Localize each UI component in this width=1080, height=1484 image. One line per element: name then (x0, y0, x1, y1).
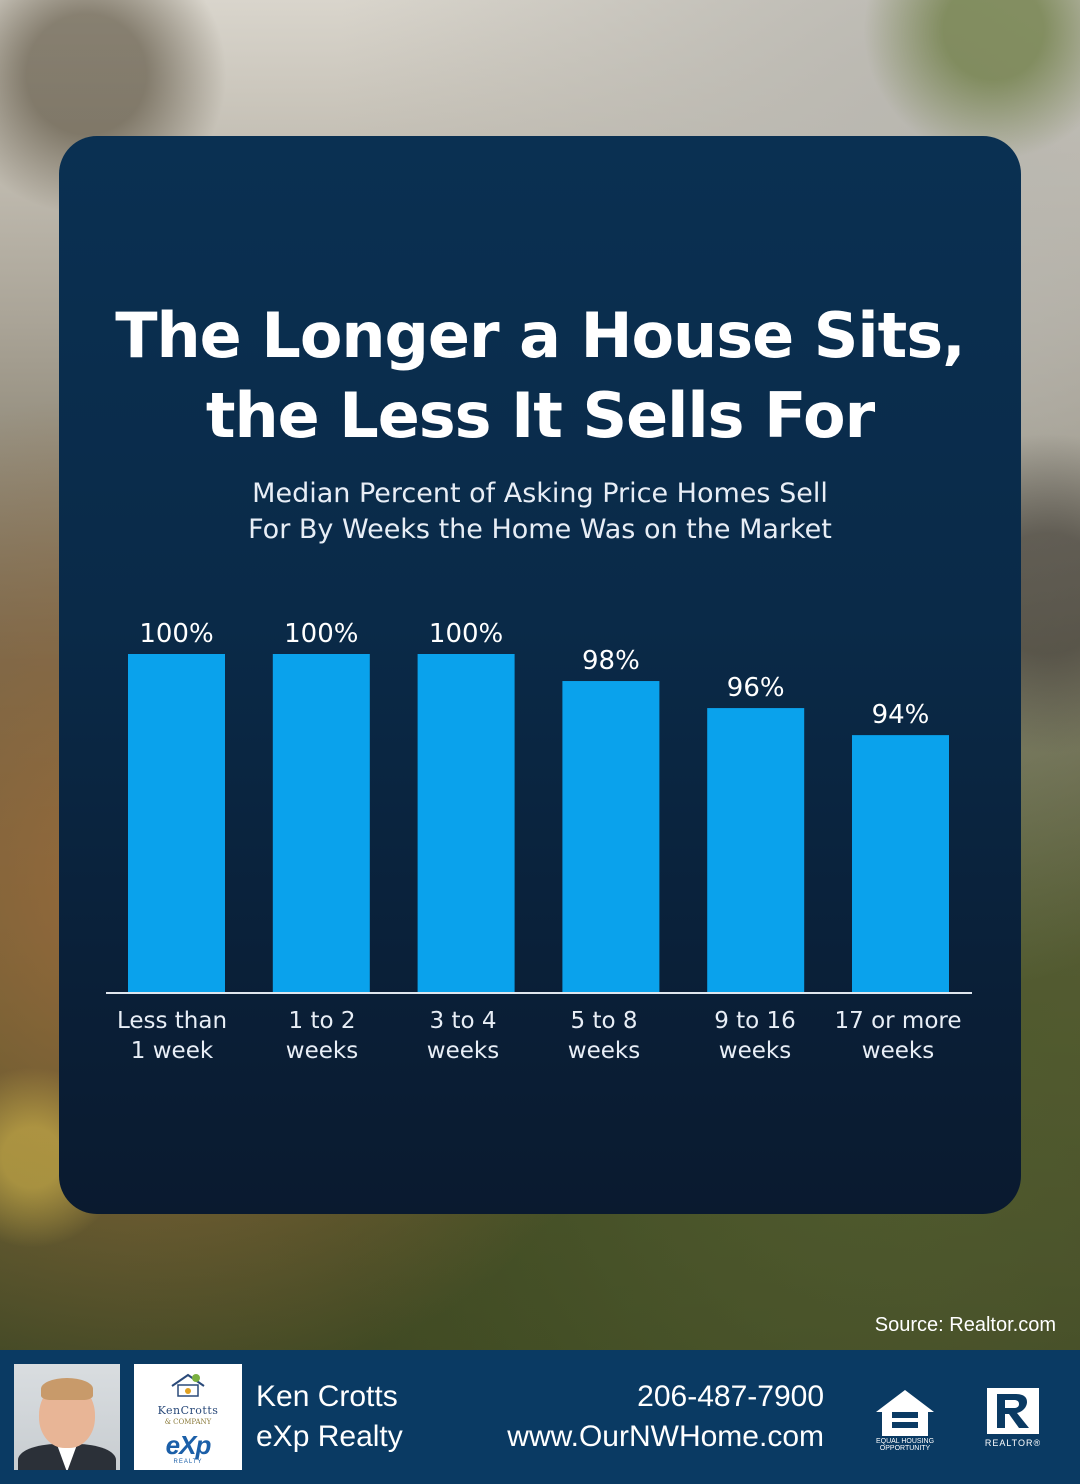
logo-brand-text: KenCrotts (157, 1404, 219, 1417)
agent-phone[interactable]: 206-487-7900 (637, 1380, 824, 1413)
logo-sub-text: & COMPANY (164, 1418, 212, 1426)
bar-5 (852, 735, 949, 992)
realtor-label: REALTOR® (984, 1438, 1042, 1448)
x-tick-label-4-1: weeks (719, 1038, 791, 1064)
bar-4 (707, 708, 805, 992)
x-tick-label-5-1: weeks (862, 1038, 934, 1064)
bar-2 (417, 654, 515, 992)
equal-housing-icon (876, 1390, 934, 1436)
x-tick-label-0-1: 1 week (131, 1038, 214, 1064)
chart-subtitle: Median Percent of Asking Price Homes Sel… (59, 476, 1021, 548)
photo-hair (41, 1378, 93, 1400)
agent-website[interactable]: www.OurNWHome.com (507, 1420, 824, 1453)
x-tick-label-5-0: 17 or more (835, 1008, 962, 1034)
x-tick-label-0-0: Less than (117, 1008, 227, 1034)
x-tick-label-2-1: weeks (427, 1038, 499, 1064)
bar-value-label-1: 100% (284, 619, 358, 649)
x-tick-label-4-0: 9 to 16 (714, 1008, 796, 1034)
x-tick-label-2-0: 3 to 4 (430, 1008, 497, 1034)
x-tick-label-1-0: 1 to 2 (289, 1008, 356, 1034)
agent-name: Ken Crotts (256, 1380, 398, 1413)
agent-photo (14, 1364, 120, 1470)
agent-footer: KenCrotts & COMPANY eXp REALTY Ken Crott… (0, 1350, 1080, 1484)
source-note: Source: Realtor.com (874, 1314, 1056, 1336)
brokerage-logo: KenCrotts & COMPANY eXp REALTY (134, 1364, 242, 1470)
subtitle-line-1: Median Percent of Asking Price Homes Sel… (252, 478, 828, 509)
x-tick-label-1-1: weeks (286, 1038, 358, 1064)
logo-exp-text: eXp (165, 1430, 212, 1460)
bar-value-label-0: 100% (139, 619, 213, 649)
house-logo-icon (171, 1373, 205, 1397)
bar-0 (128, 654, 225, 992)
logo-realty-text: REALTY (173, 1459, 203, 1465)
bar-value-label-2: 100% (429, 619, 503, 649)
x-tick-label-3-0: 5 to 8 (571, 1008, 638, 1034)
x-tick-label-3-1: weeks (568, 1038, 640, 1064)
equal-housing-label: EQUAL HOUSING OPPORTUNITY (860, 1438, 950, 1452)
bar-1 (272, 654, 370, 992)
realtor-icon (987, 1388, 1039, 1434)
infographic-card: The Longer a House Sits, the Less It Sel… (59, 136, 1021, 1214)
chart-title: The Longer a House Sits, the Less It Sel… (59, 296, 1021, 456)
subtitle-line-2: For By Weeks the Home Was on the Market (248, 514, 832, 545)
eho-label-line-2: OPPORTUNITY (879, 1445, 931, 1452)
bar-value-label-5: 94% (872, 700, 930, 730)
bar-value-label-3: 98% (582, 646, 640, 676)
bar-3 (562, 681, 660, 992)
agent-company: eXp Realty (256, 1420, 403, 1453)
bar-value-label-4: 96% (727, 673, 785, 703)
title-line-1: The Longer a House Sits, (115, 299, 965, 372)
eho-label-line-1: EQUAL HOUSING (875, 1438, 935, 1445)
title-line-2: the Less It Sells For (205, 379, 875, 452)
